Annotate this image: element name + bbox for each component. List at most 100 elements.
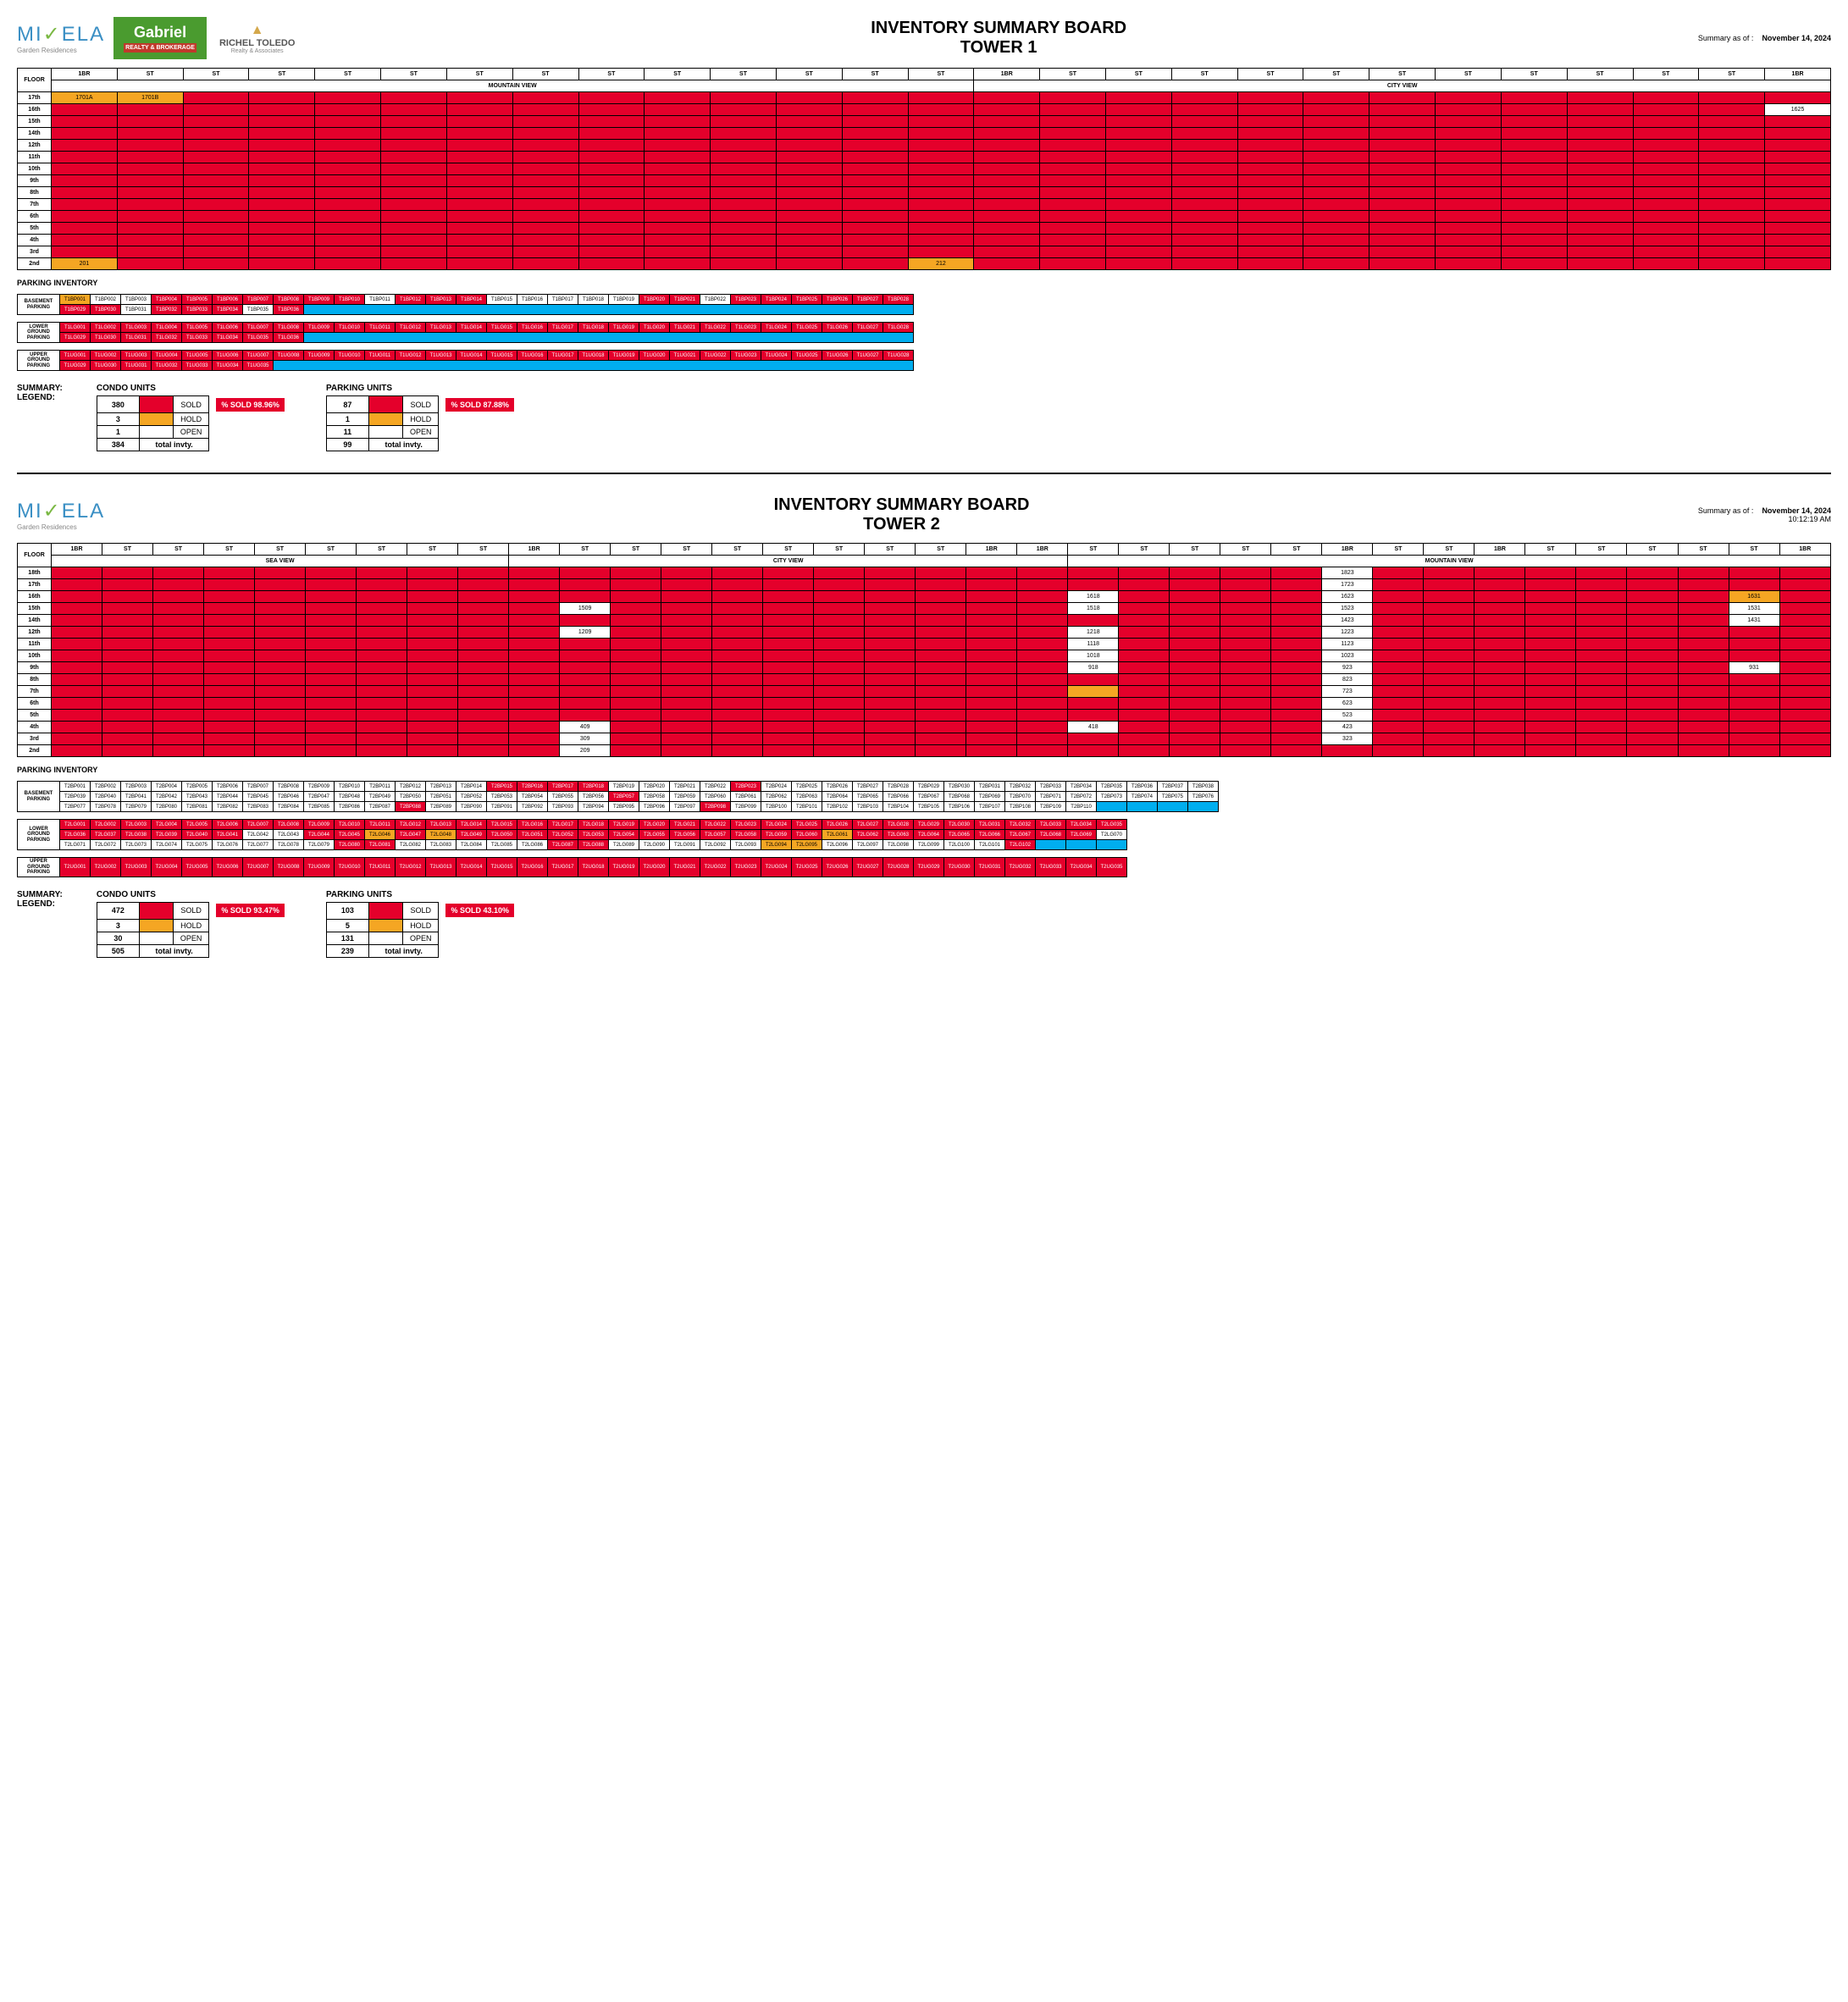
upper-parking-t2: UPPER GROUND PARKINGT2UG001T2UG002T2UG00…	[17, 857, 1127, 877]
summary-title: CONDO UNITS	[97, 384, 292, 393]
unit-cell: 1023	[1322, 650, 1373, 662]
unit-cell	[776, 211, 842, 223]
floor-label: 14th	[18, 615, 52, 627]
parking-slot: T1BP001	[60, 295, 91, 305]
tower1-summary: SUMMARY: LEGEND: CONDO UNITS380 SOLD% SO…	[17, 384, 1831, 451]
unit-cell	[1729, 686, 1779, 698]
unit-cell	[1501, 116, 1567, 128]
unit-cell	[865, 603, 916, 615]
unit-cell	[315, 128, 381, 140]
unit-cell	[916, 591, 966, 603]
unit-cell: 931	[1729, 662, 1779, 674]
col-header: ST	[1119, 544, 1170, 556]
hold-label: HOLD	[173, 919, 209, 932]
parking-slot: T1LG019	[609, 323, 639, 333]
unit-cell	[249, 211, 315, 223]
col-header: ST	[1271, 544, 1322, 556]
parking-slot: T2LG092	[700, 840, 731, 850]
unit-cell	[1373, 733, 1424, 745]
parking-slot: T1UG028	[883, 351, 914, 361]
unit-cell	[255, 627, 306, 639]
unit-cell	[381, 140, 447, 152]
parking-slot: T1BP003	[121, 295, 152, 305]
parking-slot: T2BP032	[1005, 782, 1036, 792]
unit-cell	[249, 116, 315, 128]
unit-cell	[509, 674, 560, 686]
parking-slot: T1BP008	[274, 295, 304, 305]
unit-cell	[407, 579, 458, 591]
unit-cell	[763, 686, 814, 698]
col-header: ST	[1501, 69, 1567, 80]
unit-cell	[512, 140, 578, 152]
unit-cell	[1678, 579, 1729, 591]
mivela-logo: MI✓ELA Garden Residences	[17, 22, 105, 54]
parking-slot: T1UG012	[396, 351, 426, 361]
unit-cell	[1627, 686, 1678, 698]
unit-cell	[1171, 246, 1237, 258]
parking-slot: T2UG010	[335, 858, 365, 877]
parking-slot: T2LG048	[426, 830, 456, 840]
unit-cell	[1171, 235, 1237, 246]
unit-cell	[842, 92, 908, 104]
unit-cell	[1424, 662, 1475, 674]
unit-cell	[1501, 128, 1567, 140]
parking-slot: T2UG006	[213, 858, 243, 877]
unit-cell	[1237, 128, 1303, 140]
unit-cell	[1765, 235, 1831, 246]
col-header: ST	[249, 69, 315, 80]
unit-cell	[1779, 615, 1830, 627]
sold-count: 87	[326, 396, 368, 413]
unit-cell	[712, 710, 763, 722]
unit-cell	[1373, 650, 1424, 662]
unit-cell	[1501, 140, 1567, 152]
parking-slot: T2LG077	[243, 840, 274, 850]
unit-cell	[249, 175, 315, 187]
unit-cell	[153, 615, 204, 627]
parking-slot: T2BP029	[914, 782, 944, 792]
floor-label: 16th	[18, 104, 52, 116]
unit-cell	[1040, 211, 1106, 223]
unit-cell	[204, 591, 255, 603]
unit-cell	[52, 579, 102, 591]
col-header: ST	[1373, 544, 1424, 556]
unit-cell	[446, 104, 512, 116]
unit-cell	[1170, 650, 1220, 662]
unit-cell	[763, 722, 814, 733]
unit-cell	[1779, 591, 1830, 603]
unit-cell	[446, 211, 512, 223]
unit-cell	[645, 140, 711, 152]
unit-cell	[458, 567, 509, 579]
unit-cell	[1017, 722, 1068, 733]
unit-cell	[512, 235, 578, 246]
parking-slot: T1UG031	[121, 361, 152, 371]
unit-cell	[458, 662, 509, 674]
unit-cell	[661, 639, 712, 650]
unit-cell	[1729, 674, 1779, 686]
parking-slot: T2BP025	[792, 782, 822, 792]
parking-slot: T1UG017	[548, 351, 578, 361]
unit-cell	[842, 175, 908, 187]
unit-cell	[560, 674, 611, 686]
unit-cell	[1373, 627, 1424, 639]
unit-cell	[1017, 686, 1068, 698]
parking-slot: T1BP019	[609, 295, 639, 305]
unit-cell	[381, 152, 447, 163]
summary-title: PARKING UNITS	[326, 384, 522, 393]
unit-cell	[1627, 639, 1678, 650]
unit-cell	[255, 722, 306, 733]
unit-cell	[1525, 615, 1576, 627]
city-view-header-2: CITY VIEW	[509, 556, 1068, 567]
unit-cell	[52, 235, 118, 246]
parking-slot: T1UG032	[152, 361, 182, 371]
parking-slot: T1BP020	[639, 295, 670, 305]
unit-cell	[1567, 246, 1633, 258]
unit-cell	[974, 199, 1040, 211]
col-header: ST	[204, 544, 255, 556]
unit-cell	[1017, 710, 1068, 722]
parking-slot: T2BP046	[274, 792, 304, 802]
col-header: ST	[1220, 544, 1271, 556]
unit-cell	[117, 104, 183, 116]
unit-cell	[255, 674, 306, 686]
parking-slot: T2UG004	[152, 858, 182, 877]
unit-cell	[1170, 567, 1220, 579]
